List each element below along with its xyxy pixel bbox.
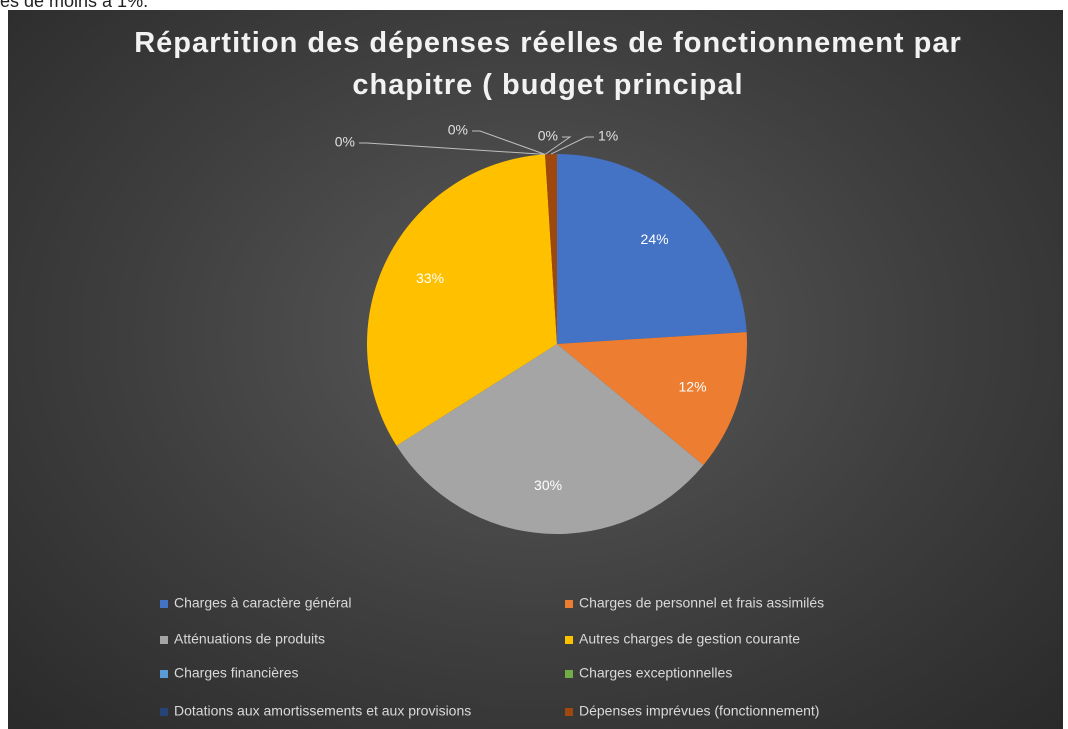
legend-marker xyxy=(160,670,168,678)
leader-line xyxy=(359,142,546,155)
legend-label: Charges à caractère général xyxy=(174,595,351,611)
legend-marker xyxy=(565,636,573,644)
data-label: 0% xyxy=(335,134,355,150)
leader-line xyxy=(544,136,572,155)
pie-slice xyxy=(557,332,747,466)
legend-marker xyxy=(160,600,168,608)
data-label: 30% xyxy=(534,477,562,493)
pie-slice xyxy=(557,154,747,344)
legend-marker xyxy=(160,708,168,716)
legend-marker xyxy=(565,670,573,678)
legend-label: Dotations aux amortissements et aux prov… xyxy=(174,703,471,719)
legend-marker xyxy=(565,600,573,608)
data-label: 1% xyxy=(598,128,618,144)
legend-label: Charges de personnel et frais assimilés xyxy=(579,595,824,611)
pie-slice xyxy=(545,154,557,344)
legend-label: Atténuations de produits xyxy=(174,631,325,647)
pie-slice xyxy=(367,154,557,446)
legend-label: Autres charges de gestion courante xyxy=(579,631,800,647)
data-label: 24% xyxy=(641,231,669,247)
caption: es de moins à 1%. xyxy=(0,0,149,11)
data-label: 0% xyxy=(538,128,558,144)
leader-line xyxy=(550,136,594,155)
legend-marker xyxy=(160,636,168,644)
legend-marker xyxy=(565,708,573,716)
legend-label: Dépenses imprévues (fonctionnement) xyxy=(579,703,819,719)
legend-label: Charges financières xyxy=(174,665,299,681)
chart-title: Répartition des dépenses réelles de fonc… xyxy=(134,27,962,101)
data-label: 0% xyxy=(448,122,468,138)
legend-label: Charges exceptionnelles xyxy=(579,665,732,681)
pie-slice xyxy=(396,344,704,535)
leader-line xyxy=(472,130,546,155)
data-label: 33% xyxy=(416,270,444,286)
data-label: 12% xyxy=(679,379,707,395)
